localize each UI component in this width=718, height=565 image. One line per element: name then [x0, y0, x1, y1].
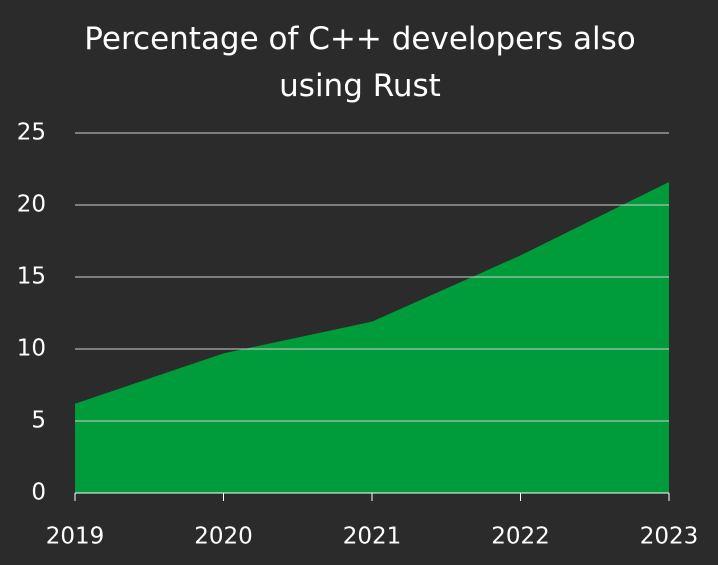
y-tick-label: 10	[17, 336, 46, 362]
x-tick-label: 2021	[343, 524, 402, 550]
y-tick-label: 15	[17, 264, 46, 290]
x-tick-label: 2020	[194, 524, 253, 550]
x-tick-label: 2023	[640, 524, 699, 550]
chart-title: Percentage of C++ developers also using …	[84, 21, 636, 104]
x-tick-label: 2022	[491, 524, 550, 550]
y-tick-label: 25	[17, 120, 46, 146]
y-tick-label: 5	[31, 408, 46, 434]
x-tick-label: 2019	[46, 524, 105, 550]
area	[75, 181, 669, 493]
y-tick-label: 0	[31, 480, 46, 506]
y-tick-label: 20	[17, 192, 46, 218]
